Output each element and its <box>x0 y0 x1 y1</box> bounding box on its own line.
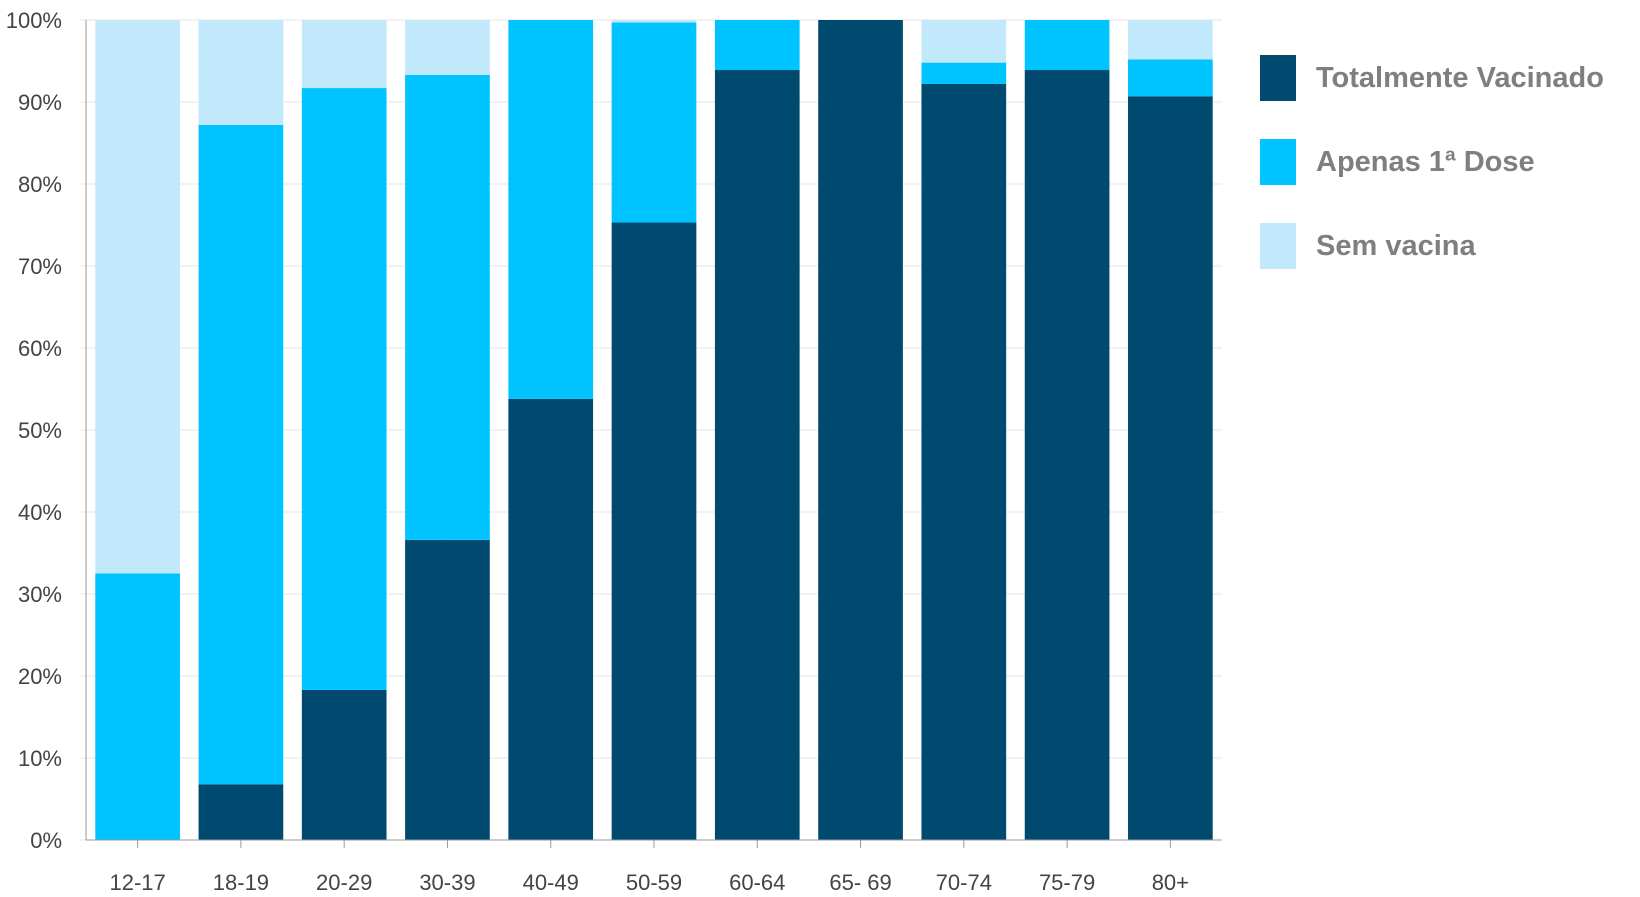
x-tick-label: 12-17 <box>109 870 165 895</box>
y-tick-label: 20% <box>18 664 62 689</box>
y-tick-label: 90% <box>18 90 62 115</box>
bar-segment-first-dose-only-30-39 <box>405 74 490 540</box>
x-tick-label: 80+ <box>1152 870 1189 895</box>
bar-segment-first-dose-only-50-59 <box>611 22 697 223</box>
bar-segment-fully-vaccinated-60-64 <box>714 70 800 840</box>
bars <box>95 20 1213 841</box>
bar-segment-first-dose-only-40-49 <box>508 20 594 399</box>
x-tick-label: 65- 69 <box>829 870 891 895</box>
bar-segment-first-dose-only-80+ <box>1128 59 1213 97</box>
x-tick-label: 18-19 <box>213 870 269 895</box>
bar-segment-fully-vaccinated-30-39 <box>405 539 490 840</box>
y-tick-label: 70% <box>18 254 62 279</box>
bar-segment-unvaccinated-80+ <box>1128 20 1213 60</box>
legend-label-first-dose-only: Apenas 1ª Dose <box>1316 145 1535 178</box>
bar-segment-unvaccinated-70-74 <box>921 20 1007 63</box>
bar-segment-first-dose-only-75-79 <box>1024 20 1110 71</box>
x-tick-label: 40-49 <box>523 870 579 895</box>
x-tick-label: 60-64 <box>729 870 785 895</box>
axes <box>85 20 1222 848</box>
legend-item-unvaccinated: Sem vacina <box>1260 223 1604 269</box>
bar-segment-fully-vaccinated-80+ <box>1128 96 1213 840</box>
x-tick-label: 50-59 <box>626 870 682 895</box>
x-tick-labels: 12-17 18-19 20-29 30-39 40-49 50-59 60-64 65- 6… <box>109 870 1189 895</box>
legend-item-first-dose-only: Apenas 1ª Dose <box>1260 139 1604 185</box>
bar-segment-first-dose-only-60-64 <box>714 20 800 71</box>
x-tick-label: 70-74 <box>936 870 992 895</box>
y-tick-labels: 0% 10% 20% 30% 40% 50% 60% 70% 80% 90% 100% <box>6 8 62 853</box>
y-tick-label: 80% <box>18 172 62 197</box>
bar-segment-fully-vaccinated-40-49 <box>508 398 594 840</box>
legend-swatch-unvaccinated <box>1260 223 1296 269</box>
bar-segment-first-dose-only-20-29 <box>301 88 387 690</box>
bar-segment-first-dose-only-70-74 <box>921 62 1007 84</box>
y-tick-label: 60% <box>18 336 62 361</box>
bar-segment-fully-vaccinated-50-59 <box>611 222 697 841</box>
bar-segment-unvaccinated-18-19 <box>198 20 284 125</box>
y-tick-label: 10% <box>18 746 62 771</box>
bar-segment-fully-vaccinated-70-74 <box>921 83 1007 840</box>
x-tick-label: 30-39 <box>419 870 475 895</box>
bar-segment-first-dose-only-18-19 <box>198 124 284 785</box>
bar-segment-fully-vaccinated-20-29 <box>301 689 387 840</box>
legend: Totalmente Vacinado Apenas 1ª Dose Sem v… <box>1260 55 1604 307</box>
bar-segment-unvaccinated-12-17 <box>95 20 180 574</box>
legend-label-fully-vaccinated: Totalmente Vacinado <box>1316 61 1604 94</box>
x-tick-label: 20-29 <box>316 870 372 895</box>
bar-segment-unvaccinated-30-39 <box>405 20 490 75</box>
x-tick-label: 75-79 <box>1039 870 1095 895</box>
bar-segment-unvaccinated-20-29 <box>301 20 387 89</box>
legend-item-fully-vaccinated: Totalmente Vacinado <box>1260 55 1604 101</box>
y-tick-label: 30% <box>18 582 62 607</box>
bar-segment-fully-vaccinated-18-19 <box>198 784 284 840</box>
y-tick-label: 100% <box>6 8 62 33</box>
y-tick-label: 0% <box>30 828 62 853</box>
y-tick-label: 40% <box>18 500 62 525</box>
legend-label-unvaccinated: Sem vacina <box>1316 229 1476 262</box>
bar-segment-fully-vaccinated-65-69 <box>818 20 903 840</box>
legend-swatch-fully-vaccinated <box>1260 55 1296 101</box>
bar-segment-first-dose-only-12-17 <box>95 573 180 840</box>
y-tick-label: 50% <box>18 418 62 443</box>
bar-segment-fully-vaccinated-75-79 <box>1024 70 1110 840</box>
legend-swatch-first-dose-only <box>1260 139 1296 185</box>
bar-segment-unvaccinated-50-59 <box>611 20 697 23</box>
stacked-bar-chart: 0%10%20%30%40%50%60%70%80%90%100% 12-17 1… <box>6 8 1222 895</box>
